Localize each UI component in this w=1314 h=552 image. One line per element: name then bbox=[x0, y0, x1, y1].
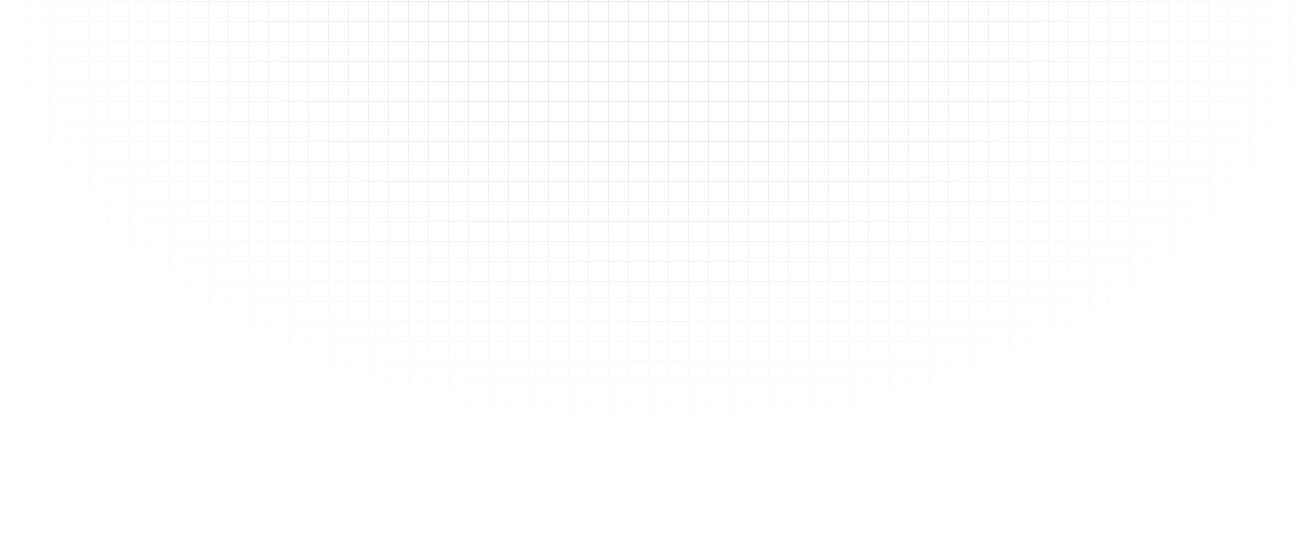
background-grid-pattern bbox=[0, 0, 1314, 552]
